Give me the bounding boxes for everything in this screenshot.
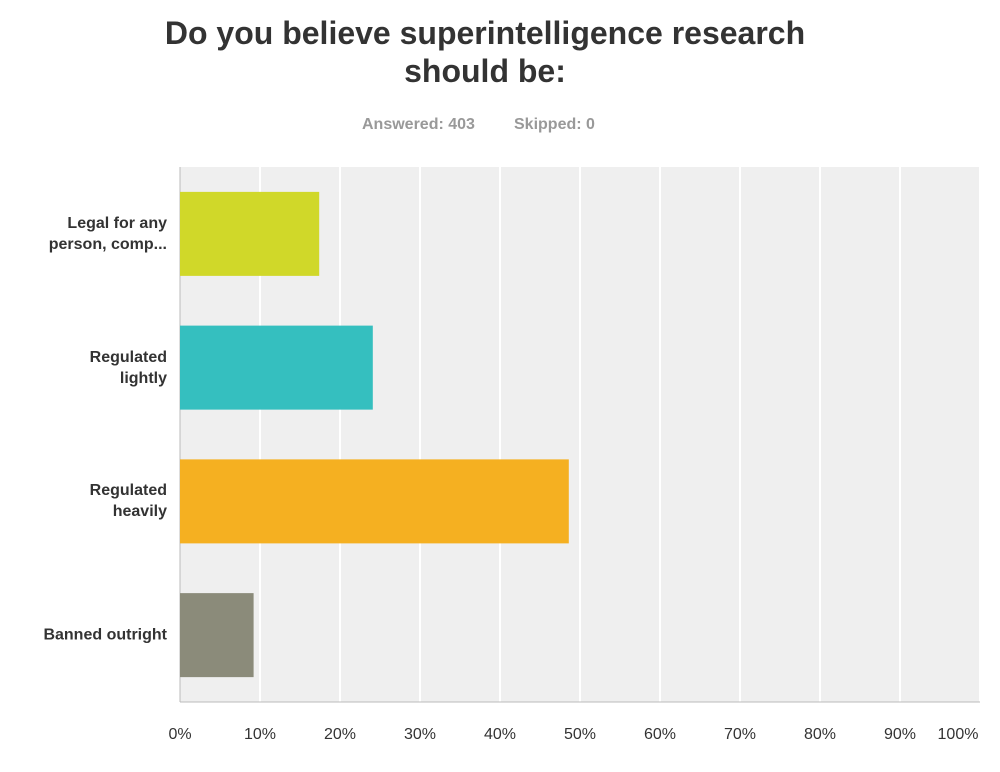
x-tick-label: 20% [324,726,356,743]
x-tick-label: 40% [484,726,516,743]
category-label: Regulated lightly [89,348,167,387]
x-tick-label: 70% [724,726,756,743]
bar [180,593,254,678]
skipped: Skipped: 0 [514,116,595,133]
x-tick-label: 0% [168,726,191,743]
answered: Answered: 403 [362,116,475,133]
x-tick-label: 100% [938,726,979,743]
x-tick-label: 30% [404,726,436,743]
x-tick-label: 80% [804,726,836,743]
x-tick-label: 10% [244,726,276,743]
x-tick-label: 60% [644,726,676,743]
bar [180,191,320,276]
category-label: Banned outright [43,626,167,644]
x-tick-label: 50% [564,726,596,743]
x-tick-label: 90% [884,726,916,743]
bar [180,325,373,410]
category-label: Regulated heavily [89,482,167,521]
category-label: Legal for any person, comp... [48,214,167,253]
bar [180,459,569,544]
chart-title: Do you believe superintelligence researc… [164,15,806,89]
